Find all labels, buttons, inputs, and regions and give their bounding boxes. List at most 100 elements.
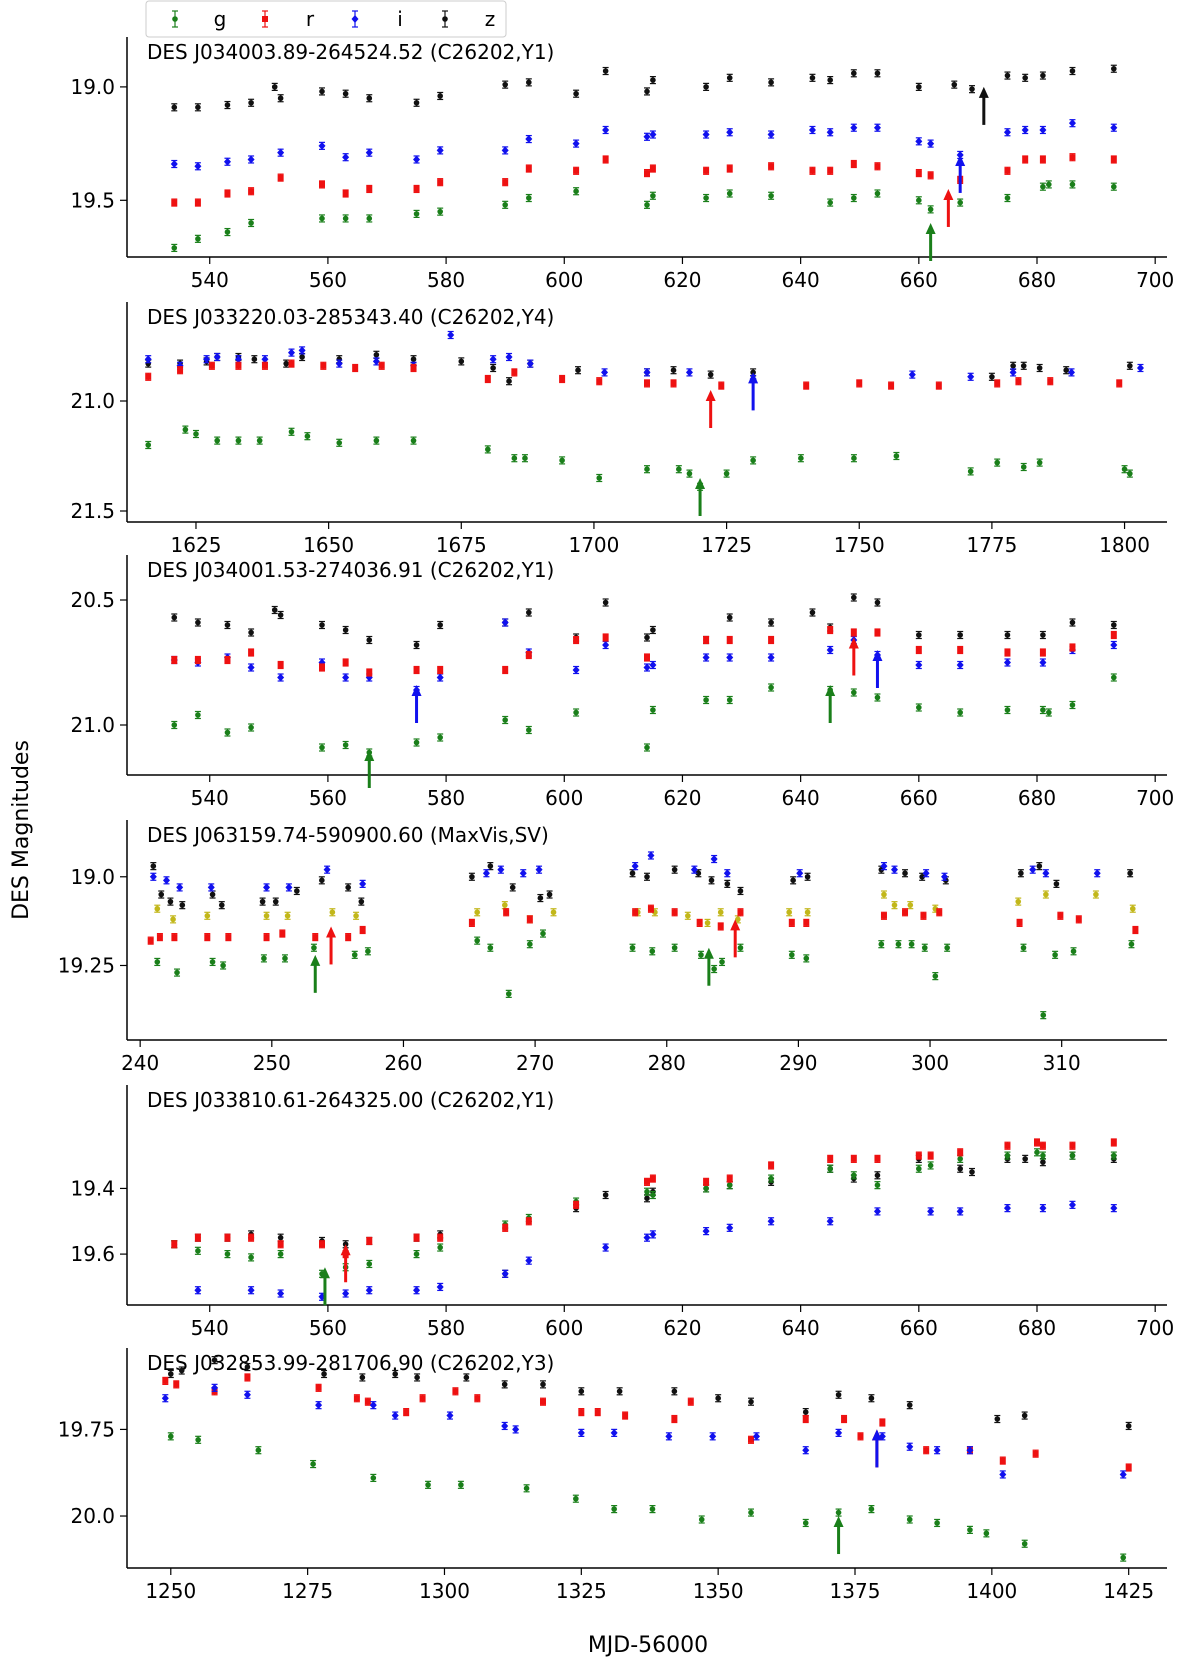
marker-i xyxy=(447,331,455,339)
marker-g xyxy=(502,202,508,208)
marker-r xyxy=(452,1388,459,1395)
data-point-r xyxy=(927,1151,934,1160)
data-point-r xyxy=(437,178,444,187)
data-point-i xyxy=(956,1207,964,1216)
data-point-g xyxy=(711,964,718,974)
marker-z xyxy=(1111,65,1117,72)
marker-i xyxy=(999,1470,1007,1479)
data-point-r xyxy=(503,908,510,917)
data-point-i xyxy=(247,1286,255,1295)
data-point-z xyxy=(969,85,975,94)
marker-g xyxy=(255,1447,262,1454)
x-tick-label: 1775 xyxy=(966,533,1017,557)
data-point-i xyxy=(826,645,834,655)
marker-x xyxy=(685,913,691,919)
data-point-g xyxy=(248,218,255,228)
data-point-z xyxy=(540,1380,546,1389)
legend-label-z: z xyxy=(485,7,496,31)
marker-g xyxy=(458,1482,464,1488)
data-point-r xyxy=(737,908,744,917)
marker-z xyxy=(171,614,178,621)
marker-i xyxy=(767,653,775,662)
data-point-i xyxy=(808,125,816,135)
data-point-i xyxy=(342,673,350,682)
data-point-r xyxy=(277,173,284,182)
peak-arrow-g xyxy=(364,750,375,788)
data-point-i xyxy=(512,1425,520,1434)
marker-r xyxy=(1039,1142,1046,1149)
data-point-i xyxy=(1009,368,1017,377)
data-point-g xyxy=(220,961,227,970)
data-point-i xyxy=(359,879,367,888)
marker-r xyxy=(279,930,286,937)
marker-z xyxy=(1127,363,1133,369)
marker-r xyxy=(718,382,725,389)
marker-g xyxy=(644,466,650,473)
peak-arrow-z xyxy=(978,86,989,125)
data-point-g xyxy=(644,743,650,752)
marker-r xyxy=(874,1155,881,1162)
marker-r xyxy=(224,190,231,197)
marker-x xyxy=(891,902,898,908)
data-point-i xyxy=(702,1227,710,1236)
data-point-z xyxy=(715,1394,722,1403)
data-point-r xyxy=(649,1174,656,1183)
data-point-r xyxy=(261,361,268,370)
data-point-z xyxy=(804,872,811,881)
data-point-g xyxy=(224,227,231,237)
data-point-g xyxy=(802,1518,809,1528)
data-point-z xyxy=(902,869,909,878)
marker-i xyxy=(726,1223,734,1232)
data-point-i xyxy=(285,883,293,892)
marker-i xyxy=(1110,641,1118,649)
x-tick-label: 640 xyxy=(782,268,820,292)
arrow-head xyxy=(340,1244,351,1256)
data-point-r xyxy=(768,162,775,171)
marker-z xyxy=(1069,68,1076,74)
marker-g xyxy=(944,944,950,951)
arrow-head xyxy=(872,650,883,661)
marker-i xyxy=(323,865,331,874)
data-point-g xyxy=(437,733,444,742)
marker-i xyxy=(497,865,505,874)
series-r xyxy=(162,1373,1132,1472)
data-point-g xyxy=(214,436,221,445)
data-point-z xyxy=(827,75,834,85)
data-point-z xyxy=(211,1356,218,1365)
marker-r xyxy=(194,1234,201,1241)
data-point-r xyxy=(644,653,650,662)
data-point-i xyxy=(489,355,497,364)
data-point-r xyxy=(703,635,710,645)
data-point-g xyxy=(248,1253,255,1262)
marker-g xyxy=(768,192,774,199)
data-point-i xyxy=(873,1207,881,1216)
data-point-r xyxy=(1125,1463,1132,1472)
marker-g xyxy=(288,429,295,435)
marker-r xyxy=(803,919,810,926)
data-point-r xyxy=(1004,166,1011,175)
data-point-i xyxy=(144,355,152,364)
marker-z xyxy=(644,1195,650,1202)
data-point-i xyxy=(1039,658,1047,667)
data-point-z xyxy=(179,901,186,910)
y-tick-label: 19.0 xyxy=(70,75,115,99)
marker-i xyxy=(519,869,527,878)
data-point-z xyxy=(1010,361,1017,370)
data-point-i xyxy=(643,663,651,672)
marker-z xyxy=(768,619,774,626)
marker-z xyxy=(578,1388,585,1395)
marker-i xyxy=(446,1411,454,1420)
marker-z xyxy=(726,614,733,621)
marker-x xyxy=(284,913,291,919)
marker-g xyxy=(304,433,311,440)
data-point-r xyxy=(502,665,509,675)
data-point-r xyxy=(279,929,286,938)
data-point-g xyxy=(145,440,152,450)
data-point-i xyxy=(525,1256,533,1265)
marker-r xyxy=(474,1395,481,1402)
marker-z xyxy=(224,102,231,108)
marker-g xyxy=(1070,948,1077,955)
data-point-z xyxy=(835,1390,842,1399)
data-point-r xyxy=(147,936,154,945)
series-g xyxy=(171,180,1117,253)
